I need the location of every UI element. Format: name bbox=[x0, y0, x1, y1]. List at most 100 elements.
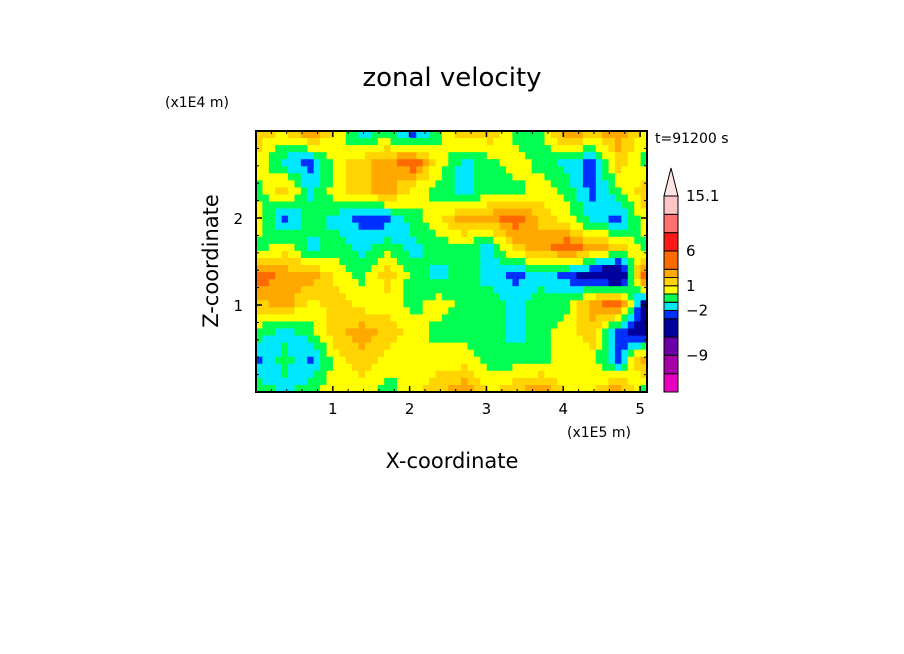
contour-cell bbox=[358, 363, 366, 372]
contour-cell bbox=[441, 173, 449, 181]
contour-cell bbox=[384, 215, 392, 224]
contour-cell bbox=[467, 173, 475, 181]
contour-cell bbox=[499, 370, 507, 379]
contour-cell bbox=[589, 187, 597, 196]
contour-cell bbox=[288, 201, 296, 210]
contour-cell bbox=[256, 208, 264, 217]
contour-cell bbox=[602, 131, 610, 139]
contour-cell bbox=[384, 370, 392, 379]
contour-cell bbox=[512, 159, 520, 167]
contour-cell bbox=[538, 208, 546, 217]
contour-cell bbox=[371, 145, 379, 153]
contour-cell bbox=[595, 349, 603, 358]
contour-cell bbox=[499, 152, 507, 160]
contour-cell bbox=[621, 321, 629, 330]
contour-cell bbox=[608, 279, 616, 287]
contour-cell bbox=[550, 377, 558, 386]
contour-cell bbox=[371, 152, 379, 160]
contour-cell bbox=[332, 335, 340, 344]
contour-cell bbox=[582, 356, 590, 365]
contour-cell bbox=[345, 307, 353, 316]
contour-cell bbox=[627, 166, 635, 174]
contour-cell bbox=[384, 152, 392, 160]
contour-cell bbox=[294, 250, 302, 259]
contour-cell bbox=[256, 257, 264, 266]
contour-cell bbox=[352, 222, 360, 231]
contour-cell bbox=[294, 222, 302, 231]
contour-cell bbox=[256, 377, 264, 386]
contour-cell bbox=[550, 257, 558, 266]
contour-cell bbox=[377, 377, 385, 386]
contour-cell bbox=[281, 300, 289, 308]
contour-cell bbox=[326, 279, 334, 287]
contour-cell bbox=[364, 335, 372, 344]
contour-cell bbox=[480, 272, 488, 280]
contour-cell bbox=[493, 363, 501, 372]
contour-cell bbox=[595, 370, 603, 379]
contour-cell bbox=[550, 229, 558, 238]
contour-cell bbox=[550, 300, 558, 308]
contour-cell bbox=[256, 314, 264, 323]
contour-cell bbox=[448, 201, 456, 210]
contour-cell bbox=[288, 321, 296, 330]
contour-cell bbox=[518, 201, 526, 210]
contour-cell bbox=[268, 159, 276, 167]
contour-cell bbox=[614, 166, 622, 174]
contour-cell bbox=[326, 145, 334, 153]
contour-cell bbox=[281, 187, 289, 196]
contour-cell bbox=[364, 293, 372, 301]
contour-cell bbox=[576, 187, 584, 196]
contour-cell bbox=[525, 201, 533, 210]
contour-cell bbox=[352, 152, 360, 160]
contour-cell bbox=[486, 328, 494, 337]
contour-cell bbox=[435, 243, 443, 252]
contour-cell bbox=[384, 138, 392, 146]
contour-cell bbox=[262, 377, 270, 386]
contour-cell bbox=[467, 236, 475, 245]
contour-cell bbox=[570, 370, 578, 379]
contour-cell bbox=[448, 314, 456, 323]
contour-cell bbox=[345, 138, 353, 146]
contour-cell bbox=[518, 314, 526, 323]
contour-cell bbox=[473, 356, 481, 365]
contour-cell bbox=[345, 208, 353, 217]
contour-cell bbox=[441, 187, 449, 196]
contour-cell bbox=[570, 272, 578, 280]
contour-cell bbox=[557, 286, 565, 294]
contour-cell bbox=[467, 349, 475, 358]
contour-cell bbox=[621, 342, 629, 351]
contour-cell bbox=[429, 201, 437, 210]
contour-cell bbox=[300, 307, 308, 316]
contour-cell bbox=[461, 159, 469, 167]
contour-cell bbox=[435, 377, 443, 386]
contour-cell bbox=[505, 321, 513, 330]
contour-cell bbox=[550, 180, 558, 189]
contour-cell bbox=[461, 180, 469, 189]
contour-cell bbox=[570, 342, 578, 351]
contour-cell bbox=[364, 166, 372, 174]
contour-cell bbox=[268, 356, 276, 365]
contour-cell bbox=[602, 201, 610, 210]
contour-cell bbox=[339, 349, 347, 358]
contour-cell bbox=[377, 272, 385, 280]
contour-cell bbox=[499, 257, 507, 266]
contour-cell bbox=[441, 286, 449, 294]
contour-cell bbox=[339, 265, 347, 273]
contour-cell bbox=[595, 363, 603, 372]
contour-cell bbox=[493, 138, 501, 146]
contour-cell bbox=[275, 342, 283, 351]
contour-cell bbox=[614, 236, 622, 245]
contour-cell bbox=[352, 314, 360, 323]
contour-cell bbox=[512, 356, 520, 365]
contour-cell bbox=[499, 173, 507, 181]
contour-cell bbox=[608, 377, 616, 386]
contour-cell bbox=[518, 215, 526, 224]
contour-cell bbox=[256, 236, 264, 245]
contour-cell bbox=[557, 229, 565, 238]
contour-cell bbox=[320, 363, 328, 372]
contour-cell bbox=[480, 222, 488, 231]
contour-cell bbox=[518, 180, 526, 189]
contour-cell bbox=[313, 314, 321, 323]
contour-cell bbox=[467, 208, 475, 217]
contour-cell bbox=[608, 356, 616, 365]
